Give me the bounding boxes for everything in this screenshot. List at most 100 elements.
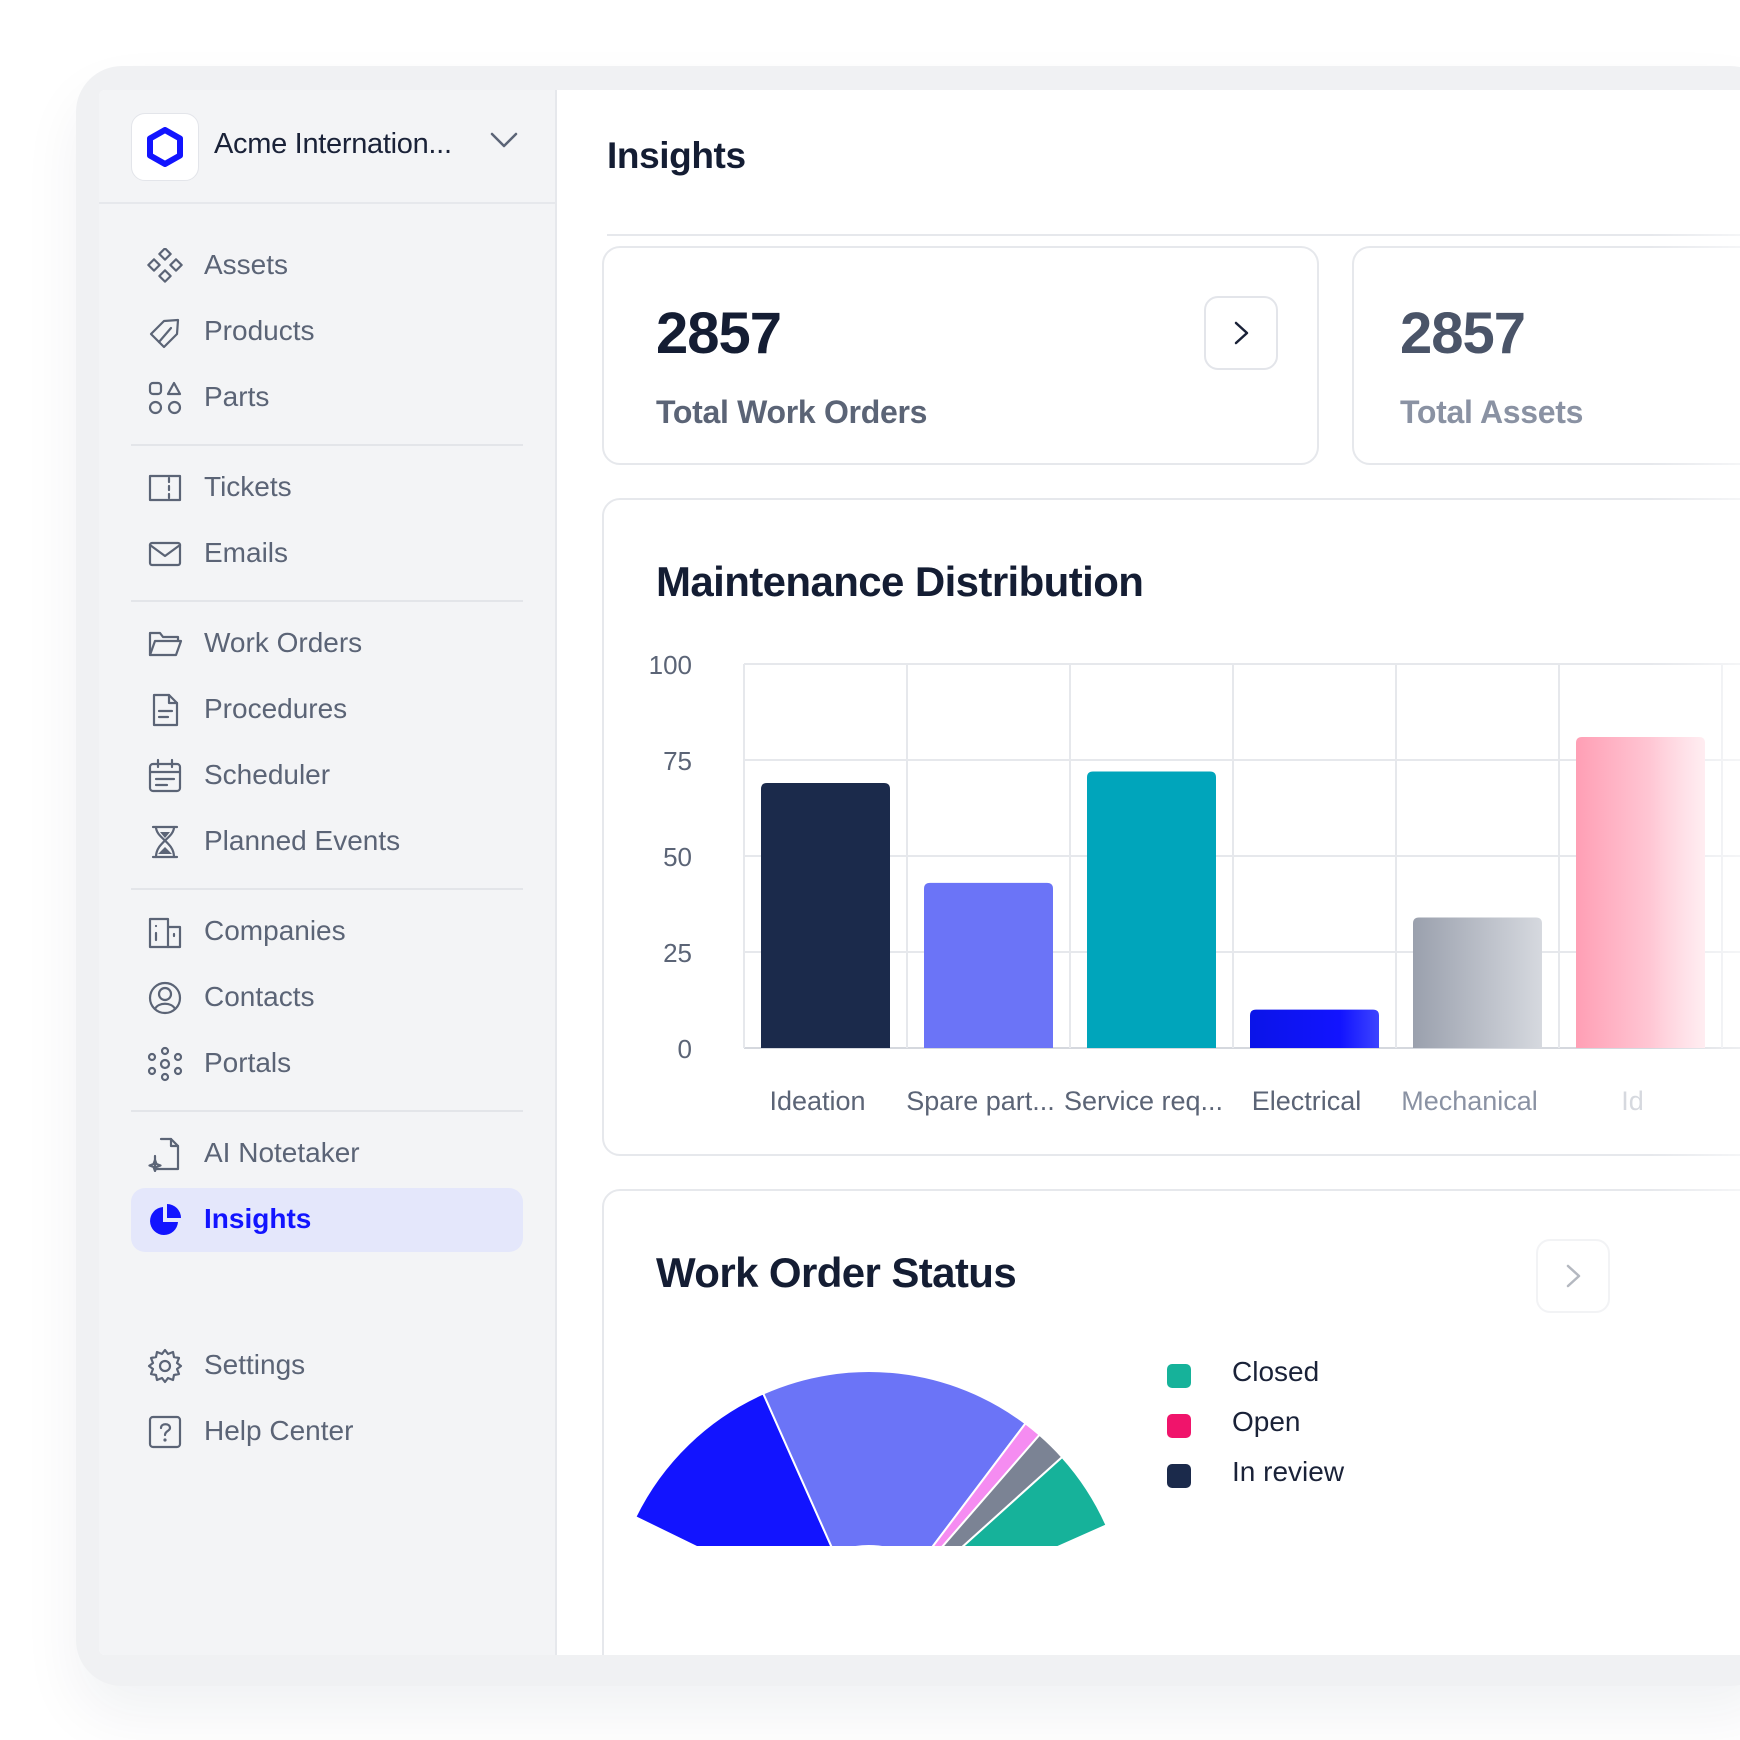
user-circle-icon bbox=[148, 981, 182, 1015]
open-status-button[interactable] bbox=[1536, 1239, 1610, 1313]
sidebar-item-label: AI Notetaker bbox=[204, 1137, 360, 1168]
sidebar-item-label: Settings bbox=[204, 1349, 306, 1380]
sidebar-item-label: Parts bbox=[204, 381, 270, 412]
envelope-icon bbox=[148, 541, 182, 567]
sidebar-item-label: Emails bbox=[204, 537, 289, 568]
sidebar-item-parts[interactable]: Parts bbox=[131, 366, 523, 430]
pie-slice-pink bbox=[931, 1421, 1041, 1546]
page-title: Insights bbox=[607, 135, 746, 176]
assets-icon bbox=[147, 248, 183, 283]
tag-icon bbox=[149, 318, 180, 349]
x-tick-label: Spare part... bbox=[906, 1086, 1055, 1116]
y-tick-label: 100 bbox=[649, 650, 692, 680]
legend-label: Open bbox=[1232, 1406, 1301, 1437]
pie-slice-blue bbox=[634, 1392, 833, 1546]
x-tick-label: Electrical bbox=[1252, 1086, 1362, 1116]
title-divider bbox=[607, 234, 1740, 236]
shapes-icon bbox=[148, 381, 182, 415]
sidebar-item-label: Companies bbox=[204, 915, 346, 946]
sidebar-item-help-center[interactable]: Help Center bbox=[131, 1400, 523, 1464]
pie-legend: Closed Open In review bbox=[1167, 1356, 1467, 1516]
sidebar-item-assets[interactable]: Assets bbox=[131, 234, 523, 298]
legend-label: In review bbox=[1232, 1456, 1345, 1487]
pie-slice-teal bbox=[961, 1455, 1108, 1546]
sidebar-divider bbox=[131, 600, 523, 602]
y-tick-label: 50 bbox=[663, 842, 692, 872]
sidebar-item-label: Tickets bbox=[204, 471, 292, 502]
bar-spare-part- bbox=[924, 882, 1053, 1048]
bar-mechanical bbox=[1413, 917, 1542, 1048]
org-name: Acme Internation... bbox=[214, 128, 452, 160]
stat-label: Total Assets bbox=[1400, 394, 1584, 430]
sidebar-item-label: Help Center bbox=[204, 1415, 354, 1446]
sidebar-item-procedures[interactable]: Procedures bbox=[131, 678, 523, 742]
sidebar-item-contacts[interactable]: Contacts bbox=[131, 966, 523, 1030]
y-tick-label: 0 bbox=[678, 1034, 692, 1064]
x-tick-label: Service req... bbox=[1064, 1086, 1223, 1116]
work-order-status-pie bbox=[634, 1370, 1108, 1546]
hourglass-icon bbox=[151, 825, 179, 859]
legend-swatch bbox=[1167, 1464, 1191, 1488]
bar-ideation bbox=[761, 783, 890, 1048]
sidebar-item-scheduler[interactable]: Scheduler bbox=[131, 744, 523, 808]
x-tick-label: Mechanical bbox=[1401, 1086, 1538, 1116]
stat-value: 2857 bbox=[1400, 301, 1526, 366]
document-icon bbox=[152, 693, 179, 727]
calendar-icon bbox=[148, 758, 182, 793]
chevron-right-icon bbox=[1234, 321, 1249, 345]
building-icon bbox=[148, 917, 182, 949]
stat-card-work-orders[interactable]: 2857 Total Work Orders bbox=[602, 246, 1319, 465]
pie-chart-icon bbox=[150, 1204, 181, 1235]
y-tick-label: 25 bbox=[663, 938, 692, 968]
app-window: Acme Internation... Assets Products Parts T… bbox=[99, 90, 1740, 1655]
gear-icon bbox=[147, 1348, 183, 1384]
y-tick-label: 75 bbox=[663, 746, 692, 776]
sidebar-item-label: Portals bbox=[204, 1047, 292, 1078]
bar-electrical bbox=[1250, 1009, 1379, 1048]
chevron-down-icon[interactable] bbox=[489, 130, 519, 150]
open-work-orders-button[interactable] bbox=[1204, 296, 1278, 370]
x-tick-label: Ideation bbox=[769, 1086, 865, 1116]
sidebar-item-planned-events[interactable]: Planned Events bbox=[131, 810, 523, 874]
sidebar-item-label: Contacts bbox=[204, 981, 315, 1012]
sidebar-item-label: Insights bbox=[204, 1203, 312, 1234]
sidebar-item-companies[interactable]: Companies bbox=[131, 900, 523, 964]
maintenance-bar-chart: 100 75 50 25 0 Ideation Spare part... Service r… bbox=[649, 650, 1740, 1116]
sidebar: Acme Internation... Assets Products Parts T… bbox=[99, 90, 557, 1655]
stat-label: Total Work Orders bbox=[656, 394, 928, 430]
sidebar-item-products[interactable]: Products bbox=[131, 300, 523, 364]
sidebar-divider bbox=[131, 1110, 523, 1112]
sidebar-item-settings[interactable]: Settings bbox=[131, 1334, 523, 1398]
sidebar-divider bbox=[131, 888, 523, 890]
sidebar-item-insights[interactable]: Insights bbox=[131, 1188, 523, 1252]
sidebar-item-portals[interactable]: Portals bbox=[131, 1032, 523, 1096]
folder-icon bbox=[148, 631, 183, 657]
org-logo-icon bbox=[131, 113, 199, 181]
sidebar-item-label: Procedures bbox=[204, 693, 348, 724]
sidebar-item-label: Assets bbox=[204, 249, 289, 280]
stat-card-assets[interactable]: 2857 Total Assets bbox=[1352, 246, 1740, 465]
ticket-icon bbox=[148, 474, 182, 502]
bar-id bbox=[1576, 736, 1705, 1048]
x-tick-label: Id bbox=[1621, 1086, 1644, 1116]
legend-swatch bbox=[1167, 1414, 1191, 1438]
chevron-right-icon bbox=[1566, 1264, 1581, 1288]
pie-slice-periwinkle bbox=[761, 1370, 1027, 1546]
sidebar-item-tickets[interactable]: Tickets bbox=[131, 456, 523, 520]
ai-note-icon bbox=[148, 1137, 180, 1172]
bar-service-req- bbox=[1087, 771, 1216, 1048]
stat-value: 2857 bbox=[656, 301, 782, 366]
legend-label: Closed bbox=[1232, 1356, 1320, 1387]
sidebar-item-ai-notetaker[interactable]: AI Notetaker bbox=[131, 1122, 523, 1186]
legend-swatch bbox=[1167, 1364, 1191, 1388]
card-title: Work Order Status bbox=[656, 1249, 1017, 1296]
card-title: Maintenance Distribution bbox=[656, 558, 1144, 605]
sidebar-item-label: Products bbox=[204, 315, 315, 346]
work-order-status-card: Work Order Status Closed Open In review bbox=[602, 1189, 1740, 1655]
maintenance-distribution-card: Maintenance Distribution 100 75 50 25 0 Ideat… bbox=[602, 498, 1740, 1156]
sidebar-divider bbox=[131, 444, 523, 446]
sidebar-item-work-orders[interactable]: Work Orders bbox=[131, 612, 523, 676]
org-switcher[interactable]: Acme Internation... bbox=[99, 90, 555, 204]
sidebar-item-emails[interactable]: Emails bbox=[131, 522, 523, 586]
main-content: Insights 2857 Total Work Orders 2857 Tot… bbox=[557, 90, 1740, 1655]
